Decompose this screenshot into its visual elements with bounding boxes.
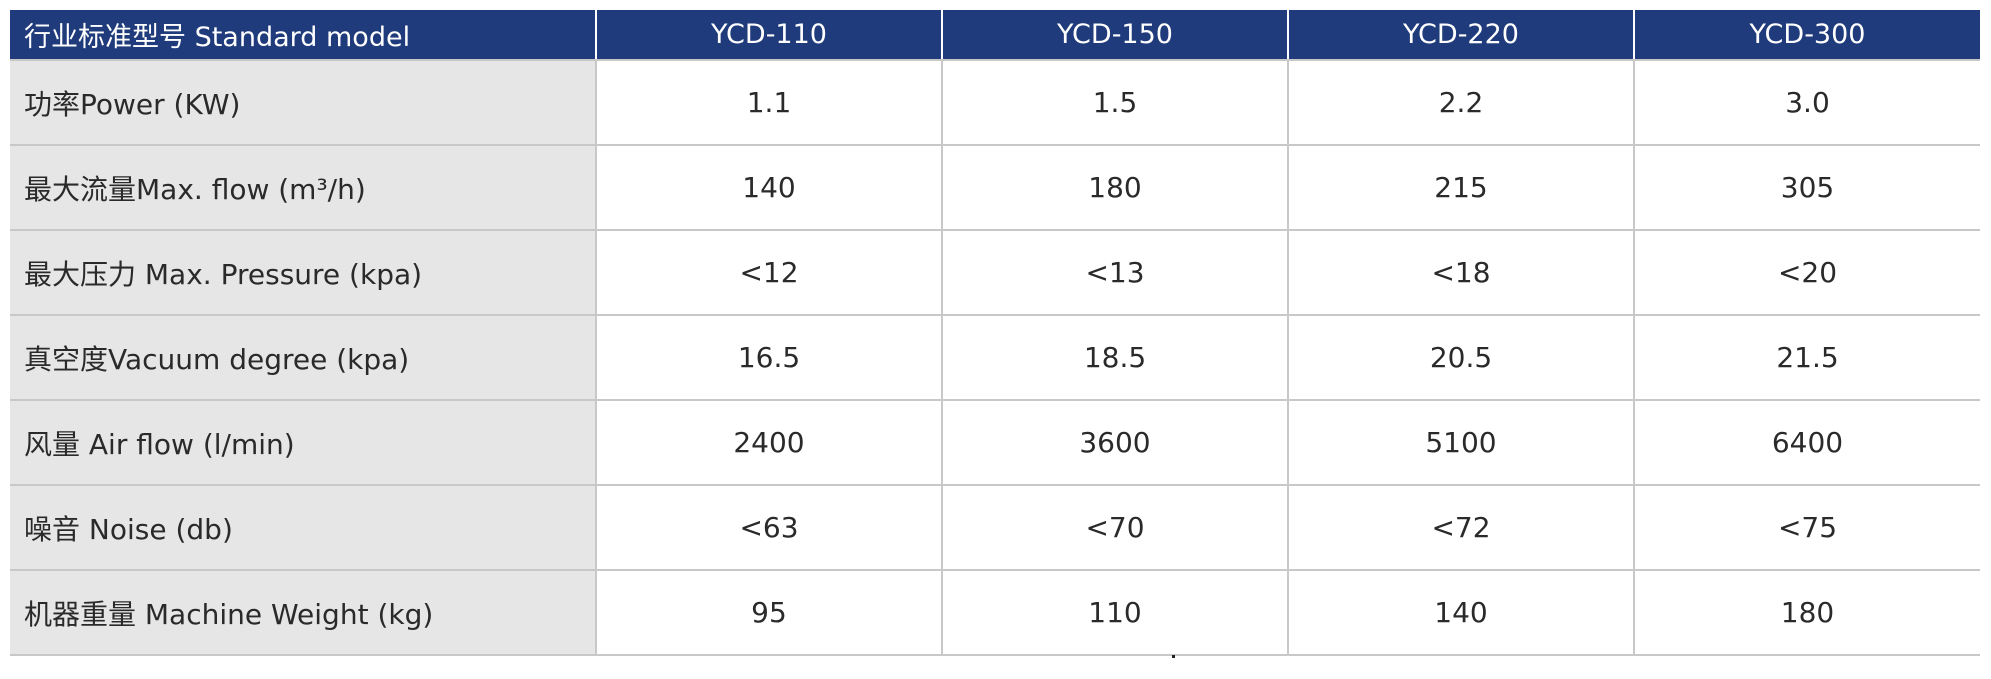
table-cell: <18 [1287, 229, 1635, 316]
row-label-max-pressure: 最大压力 Max. Pressure (kpa) [10, 229, 597, 316]
table-cell: 110 [941, 569, 1289, 656]
table-cell: 20.5 [1287, 314, 1635, 401]
table-cell: 2400 [595, 399, 943, 486]
table-cell: <12 [595, 229, 943, 316]
table-row: 最大流量Max. flow (m³/h) 140 180 215 305 [10, 144, 1980, 231]
table-cell: 305 [1633, 144, 1980, 231]
row-label-vacuum-degree: 真空度Vacuum degree (kpa) [10, 314, 597, 401]
table-cell: <72 [1287, 484, 1635, 571]
header-label-cell: 行业标准型号 Standard model [10, 10, 597, 61]
table-cell: 18.5 [941, 314, 1289, 401]
table-cell: 2.2 [1287, 59, 1635, 146]
table-cell: 21.5 [1633, 314, 1980, 401]
table-row: 风量 Air flow (l/min) 2400 3600 5100 6400 [10, 399, 1980, 486]
row-label-air-flow: 风量 Air flow (l/min) [10, 399, 597, 486]
table-cell: 180 [941, 144, 1289, 231]
spec-table: 行业标准型号 Standard model YCD-110 YCD-150 YC… [10, 10, 1980, 656]
table-cell: 5100 [1287, 399, 1635, 486]
row-label-power: 功率Power (KW) [10, 59, 597, 146]
header-row: 行业标准型号 Standard model YCD-110 YCD-150 YC… [10, 10, 1980, 61]
table-cell: 16.5 [595, 314, 943, 401]
table-cell: 6400 [1633, 399, 1980, 486]
table-cell: 1.1 [595, 59, 943, 146]
table-cell: 3.0 [1633, 59, 1980, 146]
model-header-cell: YCD-110 [595, 10, 943, 61]
table-cell: 180 [1633, 569, 1980, 656]
model-header-cell: YCD-300 [1633, 10, 1980, 61]
stray-dot-mark [1172, 655, 1175, 658]
model-header-cell: YCD-150 [941, 10, 1289, 61]
table-cell: <13 [941, 229, 1289, 316]
row-label-machine-weight: 机器重量 Machine Weight (kg) [10, 569, 597, 656]
table-row: 功率Power (KW) 1.1 1.5 2.2 3.0 [10, 59, 1980, 146]
table-cell: <20 [1633, 229, 1980, 316]
table-cell: 140 [1287, 569, 1635, 656]
table-row: 真空度Vacuum degree (kpa) 16.5 18.5 20.5 21… [10, 314, 1980, 401]
table-row: 噪音 Noise (db) <63 <70 <72 <75 [10, 484, 1980, 571]
table-cell: <75 [1633, 484, 1980, 571]
model-header-cell: YCD-220 [1287, 10, 1635, 61]
table-cell: <63 [595, 484, 943, 571]
table-cell: <70 [941, 484, 1289, 571]
row-label-max-flow: 最大流量Max. flow (m³/h) [10, 144, 597, 231]
row-label-noise: 噪音 Noise (db) [10, 484, 597, 571]
table-cell: 95 [595, 569, 943, 656]
table-row: 最大压力 Max. Pressure (kpa) <12 <13 <18 <20 [10, 229, 1980, 316]
table-cell: 1.5 [941, 59, 1289, 146]
table-cell: 140 [595, 144, 943, 231]
table-row: 机器重量 Machine Weight (kg) 95 110 140 180 [10, 569, 1980, 656]
table-cell: 3600 [941, 399, 1289, 486]
table-cell: 215 [1287, 144, 1635, 231]
